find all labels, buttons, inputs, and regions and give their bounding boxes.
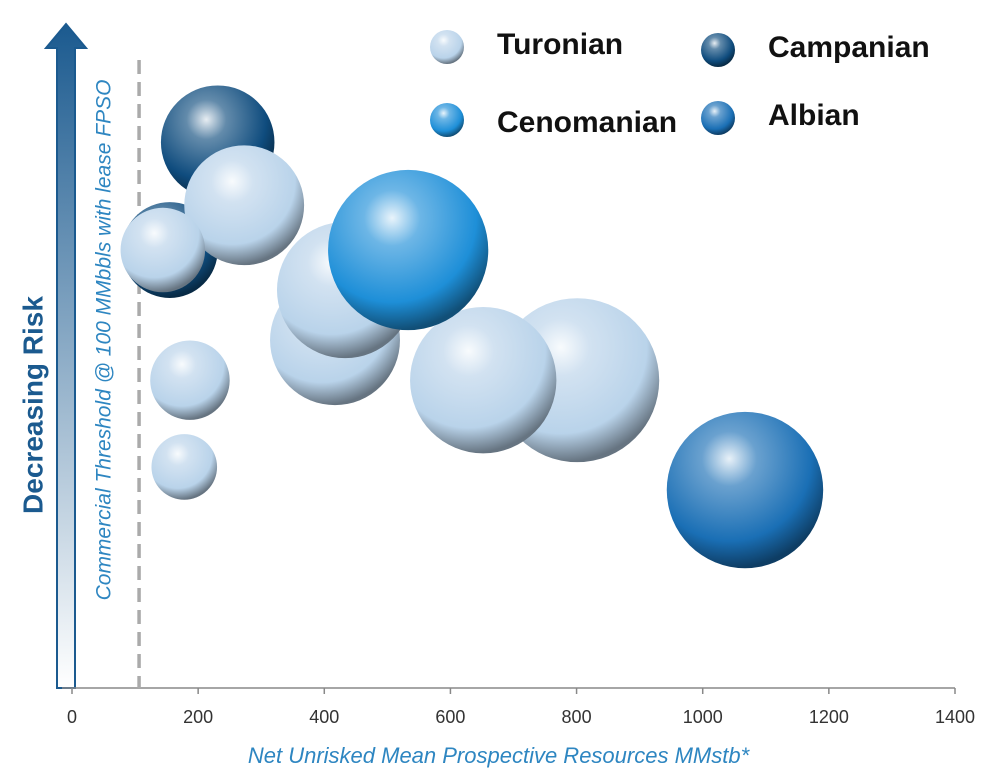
x-axis-label: Net Unrisked Mean Prospective Resources … xyxy=(248,743,751,768)
legend-label: Albian xyxy=(768,99,860,132)
y-axis-label: Decreasing Risk xyxy=(17,296,48,514)
x-tick-label: 600 xyxy=(435,707,465,727)
legend-marker xyxy=(430,30,464,64)
bubble xyxy=(666,411,824,569)
x-tick-label: 200 xyxy=(183,707,213,727)
bubble xyxy=(120,207,206,293)
x-tick-label: 400 xyxy=(309,707,339,727)
x-tick-label: 800 xyxy=(562,707,592,727)
legend-marker xyxy=(701,33,735,67)
legend-label: Turonian xyxy=(497,28,623,61)
x-tick-label: 1400 xyxy=(935,707,975,727)
x-tick-label: 1000 xyxy=(683,707,723,727)
legend-marker xyxy=(430,103,464,137)
legend-label: Campanian xyxy=(768,31,930,64)
bubble xyxy=(184,145,305,266)
x-tick-label: 1200 xyxy=(809,707,849,727)
bubble xyxy=(150,340,230,420)
bubble xyxy=(151,434,218,500)
legend-marker xyxy=(701,101,735,135)
threshold-label: Commercial Threshold @ 100 MMbbls with l… xyxy=(93,80,116,601)
bubble xyxy=(328,169,489,331)
bubble xyxy=(410,307,557,454)
legend-label: Cenomanian xyxy=(497,106,677,139)
risk-arrow xyxy=(43,22,89,689)
x-tick-label: 0 xyxy=(67,707,77,727)
